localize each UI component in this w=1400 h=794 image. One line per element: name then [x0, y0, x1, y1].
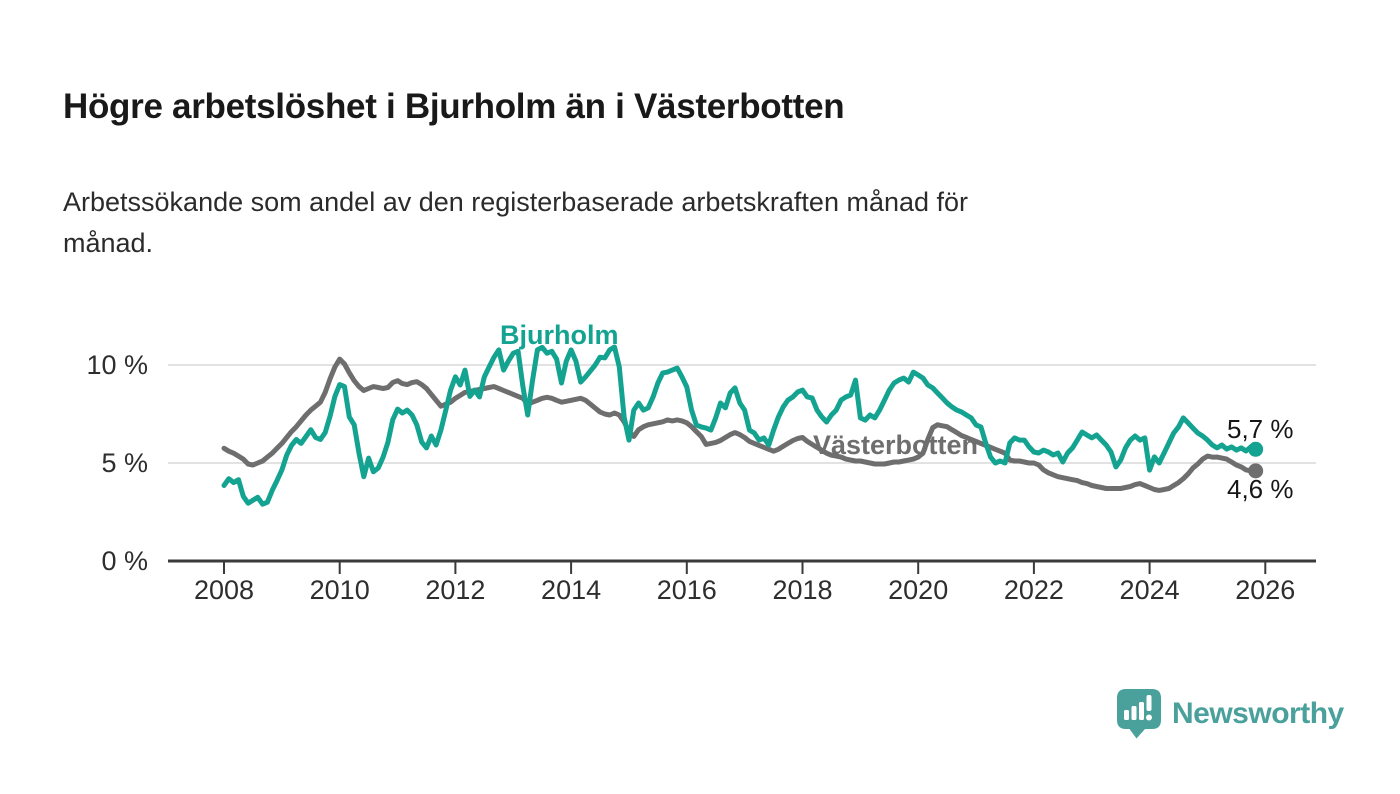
newsworthy-bubble-chart-icon	[1117, 689, 1161, 739]
series-label-bjurholm: Bjurholm	[500, 320, 619, 350]
chart-title: Högre arbetslöshet i Bjurholm än i Väste…	[63, 87, 845, 127]
end-value-label-vasterbotten: 4,6 %	[1227, 474, 1294, 504]
chart-subtitle-line1: Arbetssökande som andel av den registerb…	[63, 187, 969, 217]
series-label-vasterbotten: Västerbotten	[813, 430, 979, 460]
newsworthy-logo: Newsworthy	[1116, 688, 1344, 740]
end-dot-bjurholm	[1248, 441, 1264, 457]
newsworthy-wordmark: Newsworthy	[1172, 697, 1344, 730]
end-value-label-bjurholm: 5,7 %	[1227, 414, 1294, 444]
chart-subtitle-line2: månad.	[63, 228, 154, 258]
end-dot-västerbotten	[1248, 463, 1264, 479]
chart-subtitle: Arbetssökande som andel av den registerb…	[63, 182, 1343, 264]
line-västerbotten	[221, 356, 1259, 493]
line-bjurholm	[221, 344, 1259, 507]
